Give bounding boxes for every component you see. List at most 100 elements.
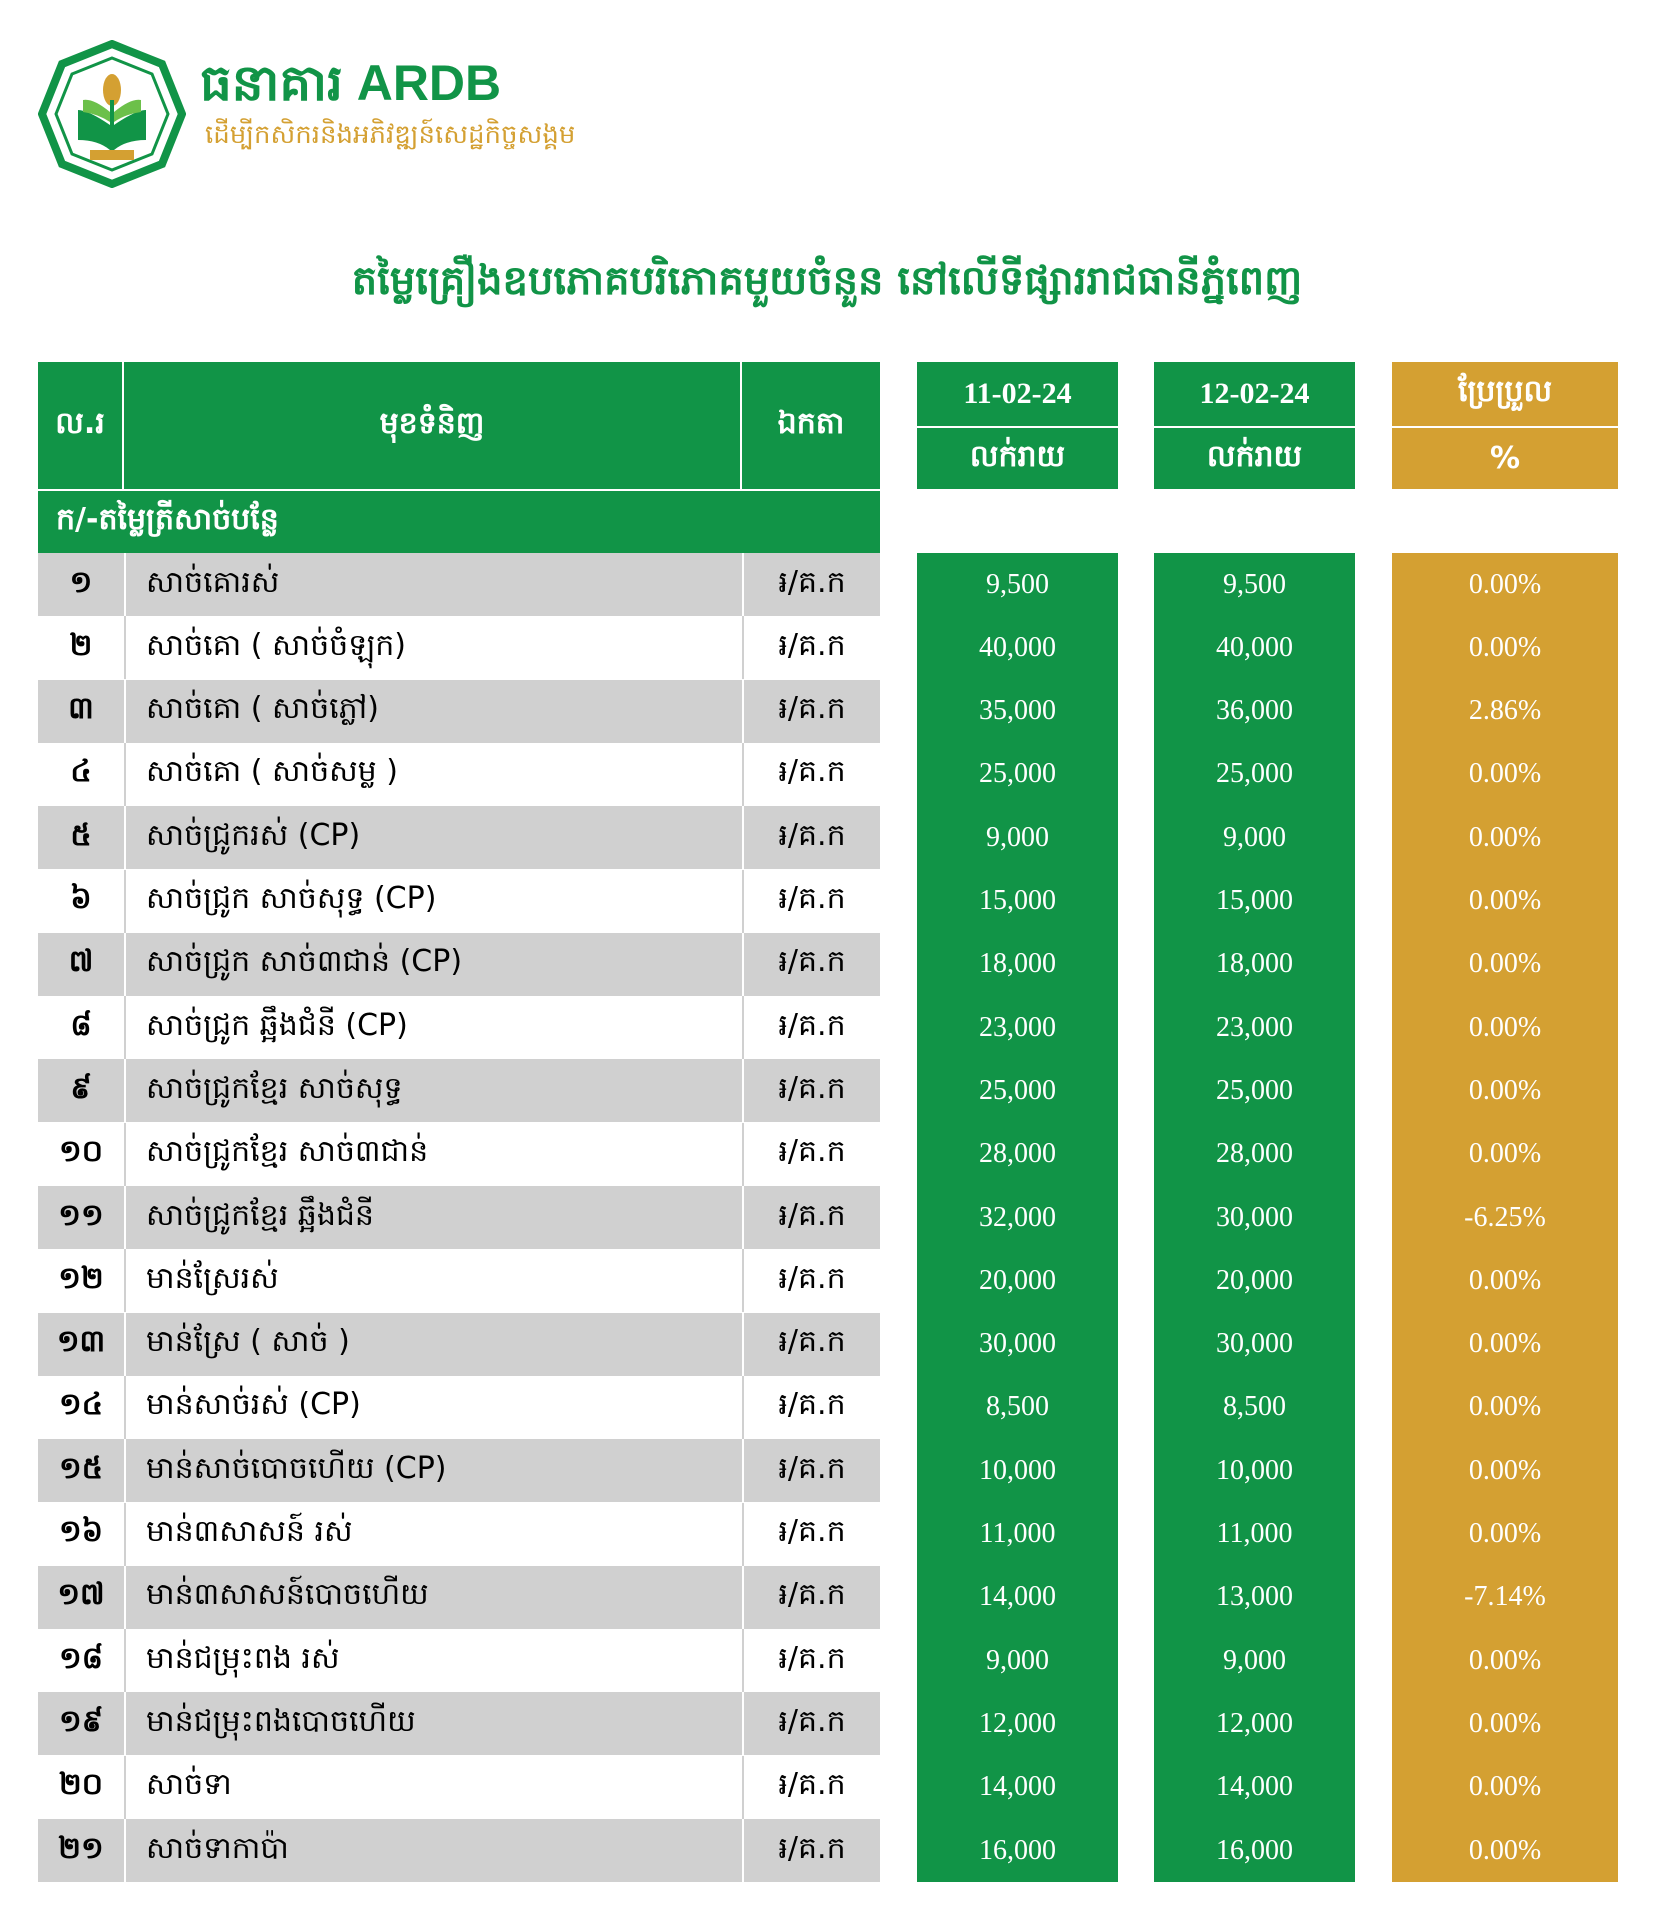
row-number: ៧: [38, 932, 126, 996]
table-row: ១២ មាន់ស្រែរស់ ៛/គ.ក: [38, 1249, 880, 1313]
item-unit: ៛/គ.ក: [778, 1007, 846, 1043]
table-row: ២០ សាច់ទា ៛/គ.ក: [38, 1755, 880, 1819]
item-unit: ៛/គ.ក: [778, 1703, 846, 1739]
item-unit: ៛/គ.ក: [778, 754, 846, 790]
date2-header: 12-02-24: [1154, 362, 1355, 426]
row-number: ១៦: [38, 1502, 126, 1566]
price-date1: 32,000: [979, 1201, 1056, 1233]
price-change: -7.14%: [1464, 1581, 1546, 1613]
item-name: មាន់៣សាសន៍ រស់: [126, 1502, 744, 1566]
item-name: សាច់គោរស់: [126, 553, 744, 616]
percent-header: %: [1392, 428, 1618, 489]
item-name: សាច់គោ ( សាច់ចំឡុក): [126, 616, 744, 680]
item-name: សាច់ជ្រូកខ្មែរ សាច់៣ជាន់: [126, 1122, 744, 1186]
item-unit: ៛/គ.ក: [778, 1577, 846, 1613]
ardb-logo: [38, 40, 186, 188]
price-date1: 12,000: [979, 1707, 1056, 1739]
price-date2: 23,000: [1216, 1011, 1293, 1043]
price-column-date2: 9,500 40,000 36,000 25,000 9,000 15,000 18,000…: [1154, 553, 1355, 1882]
row-number: ៤: [38, 742, 126, 806]
item-name: សាច់គោ ( សាច់ភ្លៅ): [126, 679, 744, 743]
price-date2: 30,000: [1216, 1328, 1293, 1360]
price-change: 0.00%: [1468, 821, 1542, 853]
row-number: ១៨: [38, 1629, 126, 1693]
table-row: ២សាច់គោ ( សាច់ចំឡុក) ៛/គ.ក: [38, 616, 880, 680]
change-header: ប្រែប្រួល: [1392, 362, 1618, 426]
price-date2: 18,000: [1216, 948, 1293, 980]
brand-name: ធនាគារ ARDB: [200, 55, 502, 111]
price-date1: 14,000: [979, 1771, 1056, 1803]
price-change: 0.00%: [1468, 568, 1542, 600]
item-name: មាន់៣សាសន៍បោចហើយ: [126, 1565, 744, 1629]
price-change: 0.00%: [1468, 1771, 1542, 1803]
price-date1: 14,000: [979, 1581, 1056, 1613]
item-unit: ៛/គ.ក: [778, 1070, 846, 1106]
row-number: ១២: [38, 1249, 126, 1313]
table-row: ៧សាច់ជ្រូក សាច់៣ជាន់ (CP) ៛/គ.ក: [38, 932, 880, 996]
row-number: ១០: [38, 1122, 126, 1186]
item-name: សាច់ជ្រូករស់ (CP): [126, 806, 744, 870]
row-number: ១៣: [38, 1312, 126, 1376]
price-date1: 25,000: [979, 1074, 1056, 1106]
page-title: តម្លៃគ្រឿងឧបភោគបរិភោគមួយចំនួន នៅលើទីផ្សា…: [351, 258, 1303, 304]
price-date2: 20,000: [1216, 1264, 1293, 1296]
price-date1: 10,000: [979, 1454, 1056, 1486]
item-name: មាន់ជម្រុះពង រស់: [126, 1629, 744, 1693]
table-row: ២១ សាច់ទាកាប៉ា ៛/គ.ក: [38, 1819, 880, 1882]
price-change: -6.25%: [1464, 1201, 1546, 1233]
price-column-date1: 9,500 40,000 35,000 25,000 9,000 15,000 18,000…: [917, 553, 1118, 1882]
price-change: 0.00%: [1468, 631, 1542, 663]
item-name: សាច់គោ ( សាច់សម្ល ): [126, 742, 744, 806]
item-name: សាច់ជ្រូកខ្មែរ សាច់សុទ្ធ: [126, 1059, 744, 1123]
price-date2: 25,000: [1216, 1074, 1293, 1106]
price-date2: 10,000: [1216, 1454, 1293, 1486]
item-name: មាន់ស្រែ ( សាច់ ): [126, 1312, 744, 1376]
table-row: ១៨ មាន់ជម្រុះពង រស់ ៛/គ.ក: [38, 1629, 880, 1693]
table-row: ៩សាច់ជ្រូកខ្មែរ សាច់សុទ្ធ ៛/គ.ក: [38, 1059, 880, 1123]
retail-header-1: លក់រាយ: [917, 428, 1118, 489]
item-name: សាច់ជ្រូក ឆ្អឹងជំនី (CP): [126, 996, 744, 1060]
price-change: 0.00%: [1468, 1074, 1542, 1106]
table-row: ១៣ មាន់ស្រែ ( សាច់ ) ៛/គ.ក: [38, 1312, 880, 1376]
item-unit: ៛/គ.ក: [778, 944, 846, 980]
table-row: ១សាច់គោរស់ ៛/គ.ក: [38, 553, 880, 616]
price-date2: 28,000: [1216, 1138, 1293, 1170]
price-change: 0.00%: [1468, 1518, 1542, 1549]
row-number: ២១: [38, 1819, 126, 1882]
price-change: 0.00%: [1468, 1328, 1542, 1360]
item-unit: ៛/គ.ក: [778, 1260, 846, 1296]
price-date1: 25,000: [979, 758, 1056, 790]
item-name: មាន់សាច់បោចហើយ (CP): [126, 1439, 744, 1503]
item-name: សាច់ទាកាប៉ា: [126, 1819, 744, 1882]
price-change: 0.00%: [1468, 885, 1542, 916]
table-row: ៣សាច់គោ ( សាច់ភ្លៅ) ៛/គ.ក: [38, 679, 880, 743]
item-name: សាច់ទា: [126, 1755, 744, 1819]
row-number: ៩: [38, 1059, 126, 1123]
item-unit: ៛/គ.ក: [778, 1134, 846, 1170]
row-number: ៣: [38, 679, 126, 743]
table-row: ១៩ មាន់ជម្រុះពងបោចហើយ ៛/គ.ក: [38, 1692, 880, 1756]
price-date2: 14,000: [1216, 1771, 1293, 1803]
brand-tagline: ដើម្បីកសិករនិងអភិវឌ្ឍន៍សេដ្ឋកិច្ចសង្គម: [205, 120, 576, 150]
item-unit: ៛/គ.ក: [778, 1767, 846, 1803]
price-date1: 8,500: [986, 1391, 1049, 1423]
date1-header: 11-02-24: [917, 362, 1118, 426]
row-number: ២០: [38, 1755, 126, 1819]
row-number: ១១: [38, 1186, 126, 1249]
row-number: ១៤: [38, 1375, 126, 1439]
price-date1: 40,000: [979, 631, 1056, 663]
price-date2: 11,000: [1216, 1518, 1293, 1549]
price-change: 0.00%: [1468, 948, 1542, 980]
price-date2: 13,000: [1216, 1581, 1293, 1613]
table-row: ៥សាច់ជ្រូករស់ (CP) ៛/គ.ក: [38, 806, 880, 870]
price-date1: 20,000: [979, 1264, 1056, 1296]
item-unit: ៛/គ.ក: [778, 1387, 846, 1423]
item-unit: ៛/គ.ក: [778, 564, 846, 600]
item-name: មាន់សាច់រស់ (CP): [126, 1375, 744, 1439]
table-row: ១៦ មាន់៣សាសន៍ រស់ ៛/គ.ក: [38, 1502, 880, 1566]
item-unit: ៛/គ.ក: [778, 817, 846, 853]
price-date2: 15,000: [1216, 885, 1293, 916]
price-change: 0.00%: [1468, 1138, 1542, 1170]
section-header: ក/-តម្លៃត្រីសាច់បន្លែ: [38, 491, 880, 553]
price-change: 0.00%: [1468, 1454, 1542, 1486]
